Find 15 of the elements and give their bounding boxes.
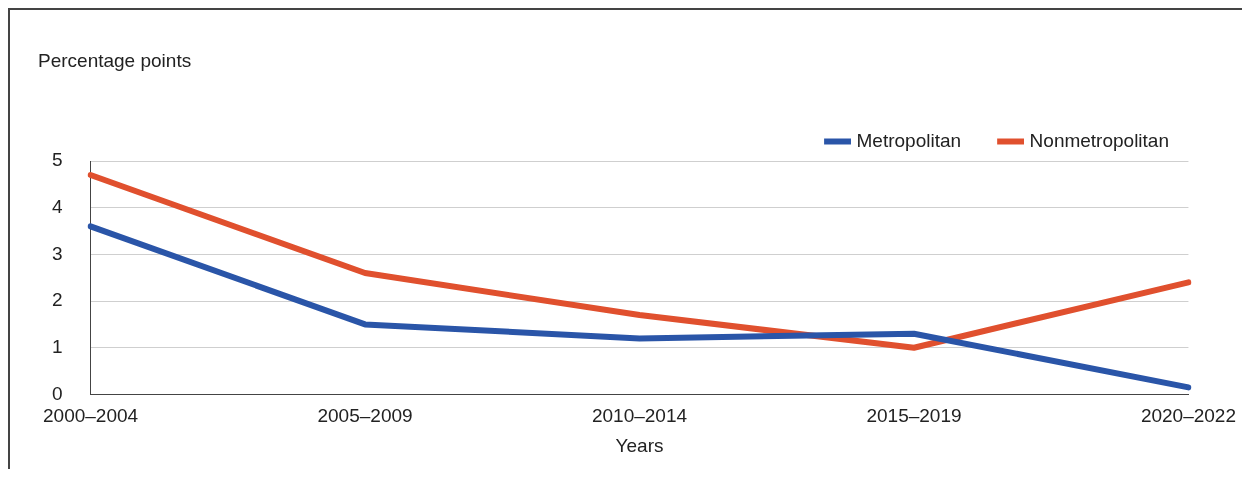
y-tick-label: 0	[51, 382, 63, 404]
x-tick-label: 2020–2022	[1140, 405, 1236, 427]
legend-label: Nonmetropolitan	[1029, 129, 1170, 151]
y-tick-label: 1	[51, 335, 63, 357]
x-tick-label: 2010–2014	[591, 405, 688, 427]
y-tick-label: 2	[51, 289, 63, 311]
x-tick-label: 2015–2019	[866, 405, 962, 427]
x-axis-title: Years	[615, 434, 664, 456]
y-axis-title: Percentage points	[38, 50, 192, 72]
y-tick-label: 4	[51, 195, 63, 217]
x-tick-label: 2000–2004	[43, 405, 139, 427]
x-tick-label: 2005–2009	[317, 405, 413, 427]
y-tick-label: 5	[51, 149, 63, 171]
y-tick-label: 3	[51, 242, 63, 264]
legend-label: Metropolitan	[856, 129, 962, 151]
